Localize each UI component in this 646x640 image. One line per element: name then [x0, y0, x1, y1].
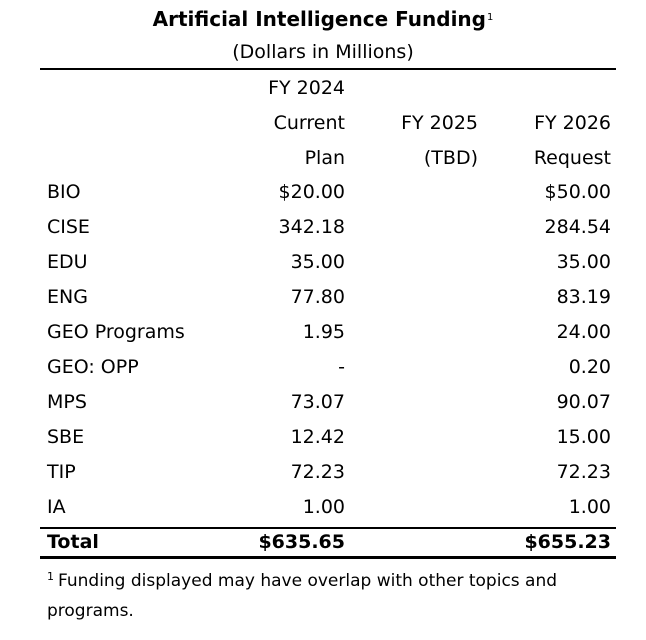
bottom-rule	[40, 556, 616, 559]
cell-fy2024: 77.80	[290, 286, 345, 308]
table-row: BIO $20.00 $50.00	[0, 175, 646, 210]
table-title: Artificial Intelligence Funding1	[0, 6, 646, 32]
total-fy2024: $635.65	[258, 531, 345, 553]
header-fy2024-line1: FY 2024	[268, 77, 345, 99]
total-fy2026: $655.23	[524, 531, 611, 553]
row-label: GEO: OPP	[47, 356, 139, 378]
cell-fy2026: $50.00	[544, 181, 611, 203]
row-label: TIP	[47, 461, 76, 483]
row-label: IA	[47, 496, 66, 518]
table-row: SBE 12.42 15.00	[0, 420, 646, 455]
cell-fy2026: 15.00	[556, 426, 611, 448]
cell-fy2026: 35.00	[556, 251, 611, 273]
top-rule	[40, 68, 616, 70]
cell-fy2024: $20.00	[278, 181, 345, 203]
footnote-text: Funding displayed may have overlap with …	[47, 571, 558, 621]
footnote: 1 Funding displayed may have overlap with…	[47, 566, 607, 626]
cell-fy2024: -	[338, 356, 345, 378]
header-fy2025-line2: (TBD)	[423, 147, 478, 169]
table-row: GEO: OPP - 0.20	[0, 350, 646, 385]
cell-fy2024: 1.00	[302, 496, 345, 518]
cell-fy2026: 0.20	[568, 356, 611, 378]
cell-fy2026: 83.19	[556, 286, 611, 308]
row-label: MPS	[47, 391, 87, 413]
cell-fy2024: 12.42	[290, 426, 345, 448]
row-label: BIO	[47, 181, 81, 203]
row-label: EDU	[47, 251, 88, 273]
row-label: SBE	[47, 426, 85, 448]
table-row: CISE 342.18 284.54	[0, 210, 646, 245]
cell-fy2024: 73.07	[290, 391, 345, 413]
table-subtitle: (Dollars in Millions)	[232, 41, 414, 63]
total-top-rule	[40, 527, 616, 529]
cell-fy2026: 72.23	[556, 461, 611, 483]
row-label: ENG	[47, 286, 88, 308]
cell-fy2026: 284.54	[544, 216, 611, 238]
table-row: IA 1.00 1.00	[0, 490, 646, 525]
cell-fy2024: 1.95	[302, 321, 345, 343]
table-row: EDU 35.00 35.00	[0, 245, 646, 280]
header-fy2026-line1: FY 2026	[534, 112, 611, 134]
header-fy2024-line3: Plan	[304, 147, 345, 169]
title-footnote-marker: 1	[486, 12, 494, 23]
cell-fy2024: 342.18	[278, 216, 345, 238]
table-title-text: Artificial Intelligence Funding	[152, 7, 486, 31]
row-label: GEO Programs	[47, 321, 185, 343]
cell-fy2026: 90.07	[556, 391, 611, 413]
table-row: ENG 77.80 83.19	[0, 280, 646, 315]
row-label: CISE	[47, 216, 90, 238]
total-row: Total $635.65 $655.23	[0, 525, 646, 560]
header-fy2025-line1: FY 2025	[401, 112, 478, 134]
cell-fy2024: 35.00	[290, 251, 345, 273]
cell-fy2026: 1.00	[568, 496, 611, 518]
header-fy2026-line2: Request	[533, 147, 611, 169]
cell-fy2024: 72.23	[290, 461, 345, 483]
table-row: GEO Programs 1.95 24.00	[0, 315, 646, 350]
footnote-marker: 1	[47, 570, 54, 583]
table-row: TIP 72.23 72.23	[0, 455, 646, 490]
table-row: MPS 73.07 90.07	[0, 385, 646, 420]
header-fy2024-line2: Current	[273, 112, 345, 134]
cell-fy2026: 24.00	[556, 321, 611, 343]
total-label: Total	[47, 531, 99, 553]
